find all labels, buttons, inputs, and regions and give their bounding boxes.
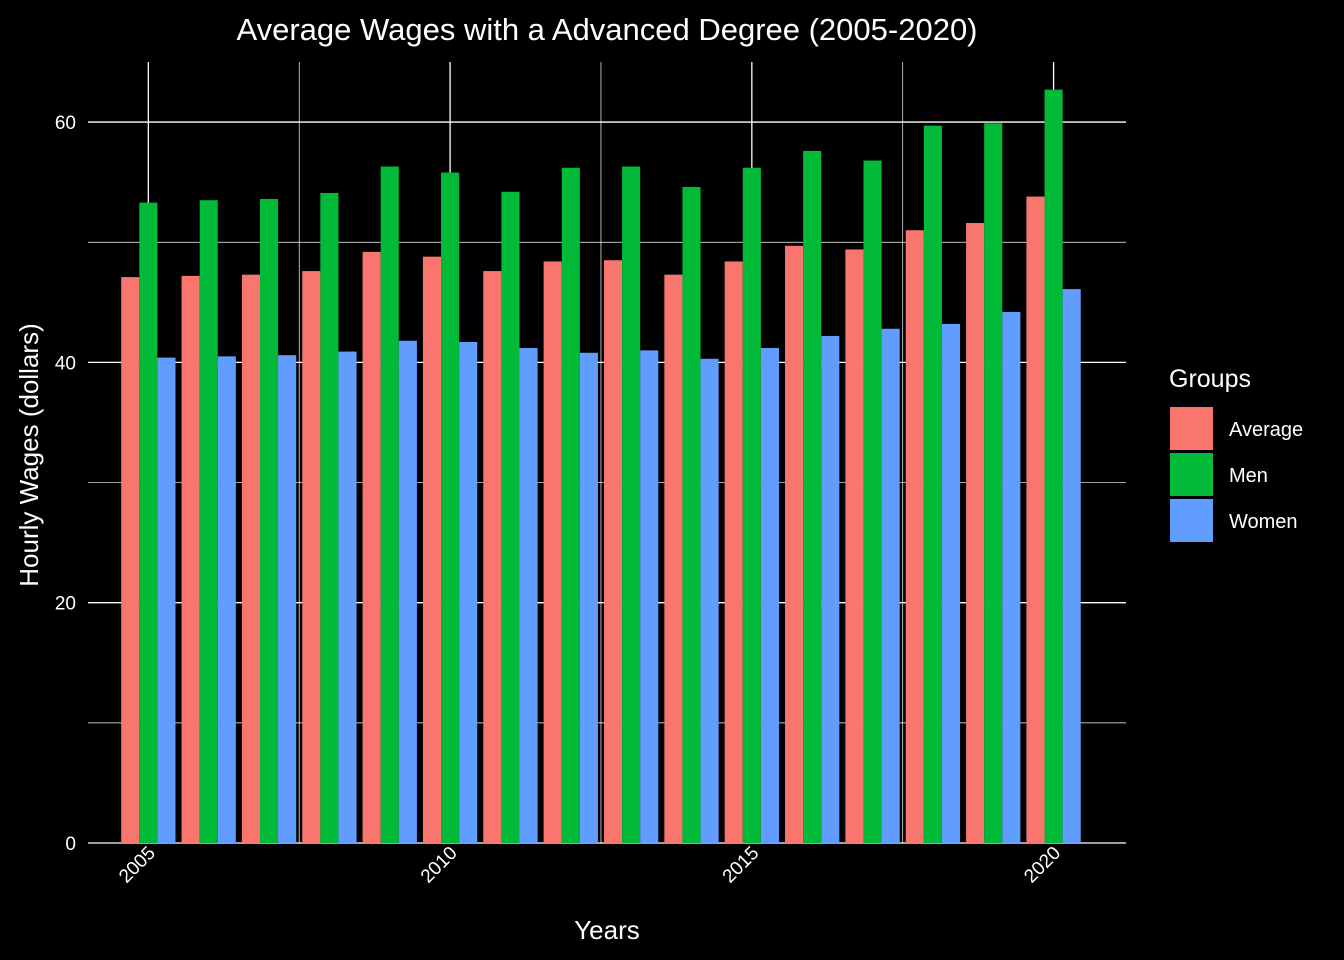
bar-women-2006: [217, 356, 236, 843]
bar-average-2018: [905, 230, 924, 844]
bar-average-2015: [724, 261, 743, 844]
legend-title: Groups: [1169, 365, 1251, 393]
bar-men-2018: [923, 125, 942, 844]
legend-key-average: [1170, 407, 1213, 450]
legend: Groups Average Men Women: [1169, 365, 1303, 542]
bar-women-2011: [519, 347, 538, 843]
chart-title: Average Wages with a Advanced Degree (20…: [236, 12, 977, 47]
legend-label-women: Women: [1229, 511, 1298, 533]
bar-average-2009: [362, 251, 381, 844]
bar-average-2007: [241, 274, 260, 843]
x-tick-label: 2010: [417, 843, 462, 888]
bar-women-2018: [941, 323, 961, 843]
bar-men-2010: [441, 172, 460, 844]
bar-average-2017: [845, 249, 864, 843]
legend-label-men: Men: [1229, 465, 1268, 487]
bar-men-2014: [682, 186, 701, 843]
bar-men-2007: [259, 198, 279, 844]
bar-average-2014: [664, 274, 683, 843]
bar-women-2016: [821, 335, 840, 843]
bar-women-2020: [1062, 289, 1081, 844]
bar-men-2016: [803, 150, 822, 843]
y-tick-label: 20: [55, 594, 76, 615]
bar-women-2008: [338, 351, 357, 843]
bar-men-2009: [380, 166, 399, 843]
bar-men-2019: [984, 123, 1003, 843]
legend-label-average: Average: [1229, 419, 1303, 441]
bar-average-2005: [121, 277, 140, 844]
x-axis-ticks: 2005 2010 2015 2020: [115, 843, 1065, 888]
bar-women-2012: [579, 352, 598, 843]
legend-key-men: [1170, 453, 1213, 496]
bar-women-2010: [459, 341, 478, 843]
bar-women-2005: [157, 357, 176, 843]
bar-average-2008: [302, 271, 321, 843]
bar-women-2013: [640, 350, 659, 843]
bar-women-2019: [1002, 311, 1021, 843]
y-tick-label: 0: [65, 834, 76, 855]
bars: [121, 89, 1081, 844]
y-tick-label: 60: [55, 113, 76, 134]
bar-average-2012: [543, 261, 562, 844]
bar-average-2019: [966, 223, 985, 843]
bar-men-2006: [199, 200, 218, 843]
bar-women-2015: [760, 347, 779, 843]
y-axis-title: Hourly Wages (dollars): [14, 323, 44, 586]
bar-women-2009: [398, 340, 417, 843]
bar-average-2020: [1026, 196, 1045, 843]
bar-men-2017: [863, 160, 882, 843]
legend-key-women: [1170, 499, 1213, 542]
bar-average-2010: [422, 256, 442, 843]
bar-men-2011: [501, 191, 520, 843]
bar-men-2015: [742, 167, 761, 844]
x-tick-label: 2015: [719, 843, 764, 888]
bar-average-2016: [785, 245, 804, 844]
y-tick-label: 40: [55, 353, 76, 374]
bar-men-2008: [320, 192, 339, 844]
y-axis-ticks: 0 20 40 60: [55, 113, 76, 855]
x-tick-label: 2005: [115, 843, 160, 888]
bar-average-2011: [483, 271, 502, 843]
bar-average-2006: [181, 275, 200, 843]
bar-women-2014: [700, 358, 719, 843]
bar-women-2007: [278, 355, 297, 843]
bar-men-2020: [1044, 89, 1063, 843]
bar-men-2012: [561, 167, 580, 844]
bar-women-2017: [881, 328, 900, 843]
bar-men-2013: [622, 166, 641, 843]
bar-average-2013: [603, 260, 623, 843]
x-axis-title: Years: [574, 915, 640, 945]
bar-men-2005: [139, 202, 158, 843]
x-tick-label: 2020: [1020, 843, 1065, 888]
